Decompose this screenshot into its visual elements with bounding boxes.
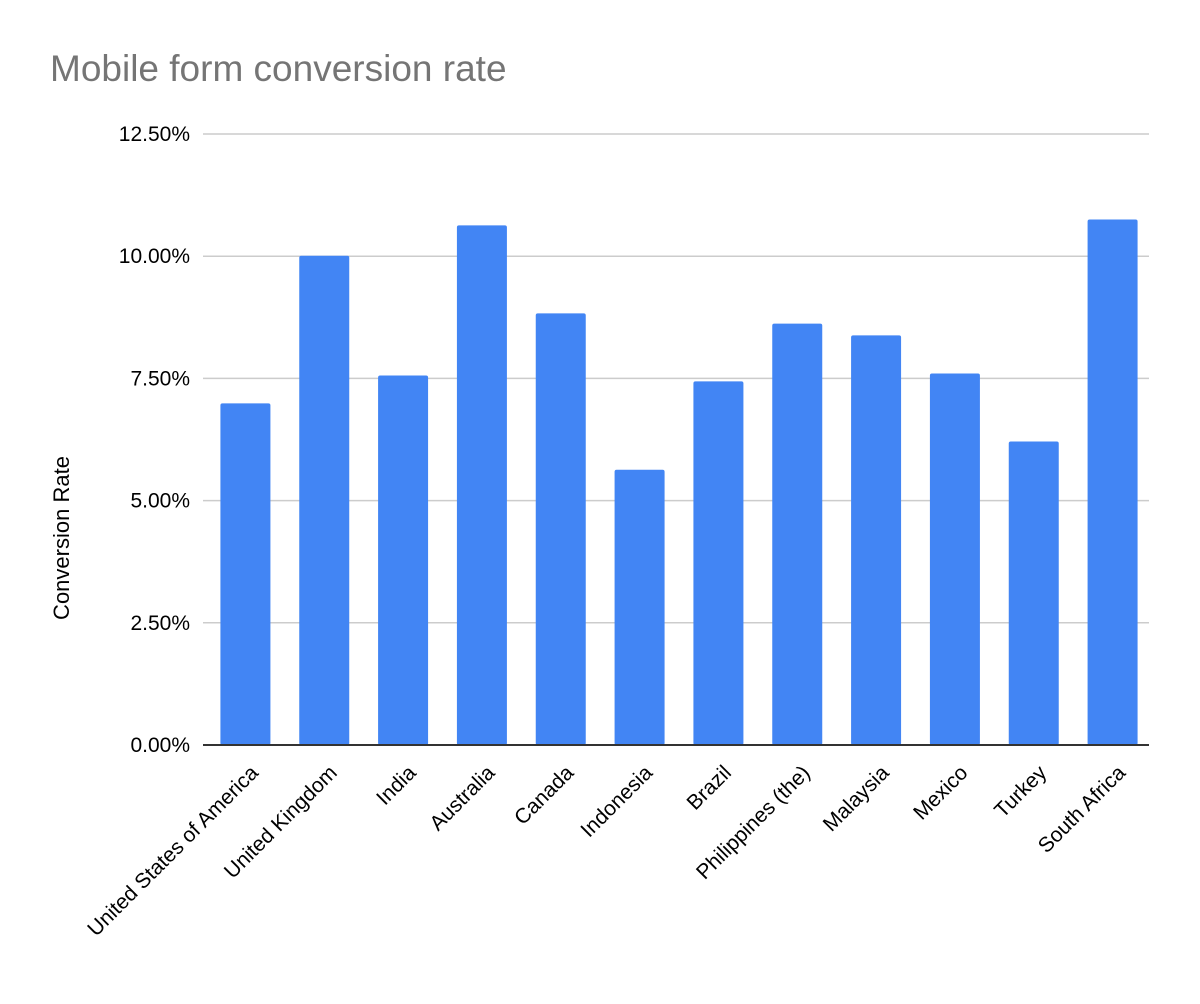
- bar: [1008, 441, 1059, 745]
- x-tick-label: Indonesia: [576, 761, 657, 842]
- bar: [378, 375, 429, 745]
- x-tick-label: Turkey: [990, 761, 1051, 822]
- y-tick-label: 2.50%: [130, 612, 190, 635]
- bar: [929, 373, 980, 745]
- x-tick-label: Mexico: [909, 761, 972, 824]
- x-tick-label: India: [372, 761, 421, 810]
- bar: [535, 313, 586, 745]
- y-tick-label: 12.50%: [119, 123, 190, 146]
- y-tick-label: 5.00%: [130, 490, 190, 513]
- y-axis-title: Conversion Rate: [49, 456, 74, 620]
- bar: [851, 335, 902, 745]
- y-tick-label: 7.50%: [130, 367, 190, 390]
- bar: [1087, 219, 1138, 746]
- bar: [220, 403, 271, 745]
- gridlines: [203, 133, 1149, 624]
- bar: [299, 255, 350, 746]
- bars: [220, 219, 1138, 746]
- x-tick-label: Australia: [425, 761, 499, 835]
- y-tick-label: 0.00%: [130, 734, 190, 757]
- x-tick-label: Brazil: [683, 761, 736, 814]
- y-axis-ticks: 0.00% 2.50% 5.00% 7.50% 10.00% 12.50%: [119, 123, 190, 757]
- bar: [693, 381, 744, 745]
- chart-title: Mobile form conversion rate: [50, 48, 507, 89]
- y-tick-label: 10.00%: [119, 245, 190, 268]
- bar: [614, 469, 665, 745]
- x-tick-label: Canada: [510, 761, 579, 830]
- x-tick-label: Malaysia: [819, 761, 894, 836]
- bar: [772, 323, 823, 745]
- bar: [456, 225, 507, 746]
